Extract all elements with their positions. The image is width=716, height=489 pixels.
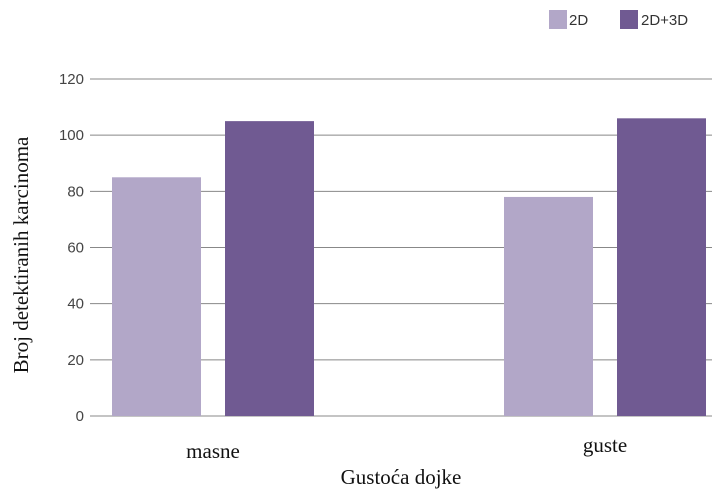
y-tick-label: 60 <box>67 240 84 257</box>
y-axis-ticks: 0 20 40 60 80 100 120 <box>59 71 84 425</box>
x-category-label: guste <box>583 433 627 457</box>
bars <box>112 118 706 417</box>
x-axis-categories: masne guste <box>186 433 627 463</box>
x-category-label: masne <box>186 439 240 463</box>
bar-masne-2d-3d <box>225 121 314 416</box>
bar-masne-2d <box>112 177 201 416</box>
y-tick-label: 0 <box>76 408 84 425</box>
y-tick-label: 20 <box>67 352 84 369</box>
legend-swatch-2d-3d <box>620 10 638 29</box>
bar-guste-2d-3d <box>617 118 706 417</box>
x-axis-label: Gustoća dojke <box>341 465 462 489</box>
y-tick-label: 100 <box>59 127 84 144</box>
y-tick-label: 40 <box>67 296 84 313</box>
legend-label-2d: 2D <box>569 12 588 29</box>
bar-guste-2d <box>504 196 593 416</box>
legend-swatch-2d <box>549 10 567 29</box>
legend: 2D 2D+3D <box>549 10 688 29</box>
legend-label-2d-3d: 2D+3D <box>641 12 688 29</box>
y-tick-label: 120 <box>59 71 84 88</box>
y-axis-label: Broj detektiranih karcinoma <box>9 136 33 373</box>
y-tick-label: 80 <box>67 183 84 200</box>
